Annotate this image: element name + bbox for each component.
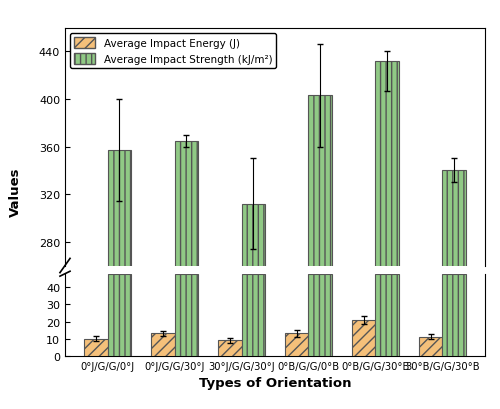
Bar (174, 141, 198, 409)
Legend: Average Impact Energy (J), Average Impact Strength (kJ/m²): Average Impact Energy (J), Average Impac… (70, 34, 276, 69)
Bar (242, 204, 265, 409)
Bar (442, 171, 466, 409)
Bar (174, 274, 198, 356)
Bar (285, 334, 308, 356)
X-axis label: Types of Orientation: Types of Orientation (199, 376, 351, 389)
Bar (84, 339, 108, 356)
Bar (376, 62, 399, 409)
Bar (108, 274, 131, 356)
Bar (308, 274, 332, 356)
Bar (376, 274, 399, 356)
Bar (242, 274, 265, 356)
Bar (108, 151, 131, 409)
Bar (151, 334, 174, 356)
Bar (352, 320, 376, 356)
Bar (308, 96, 332, 409)
Bar (419, 337, 442, 356)
Bar (218, 340, 242, 356)
Text: Values: Values (8, 168, 22, 217)
Bar (442, 274, 466, 356)
